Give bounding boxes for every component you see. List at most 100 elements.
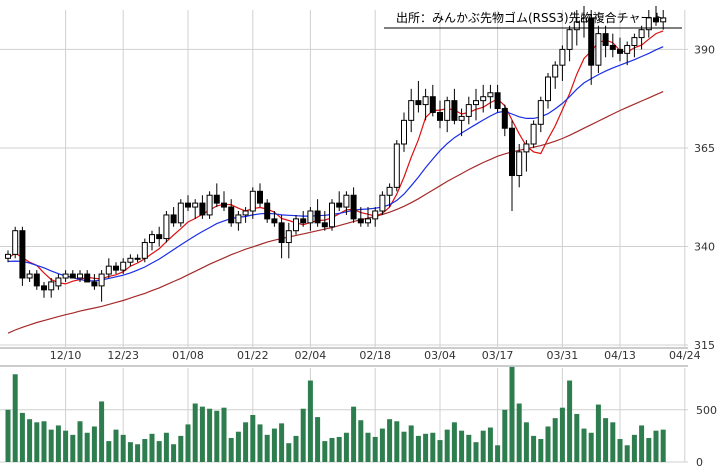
candle-body <box>307 210 314 224</box>
candle-body <box>617 48 623 54</box>
candle <box>365 207 371 227</box>
candle-body <box>465 104 472 117</box>
candle <box>429 84 436 117</box>
volume-bar <box>315 417 321 462</box>
candle-body <box>264 202 271 220</box>
candle <box>314 199 321 227</box>
volume-tick-label: 500 <box>696 404 717 417</box>
candle-body <box>33 273 40 287</box>
candle <box>451 88 458 125</box>
candle-body <box>379 194 386 212</box>
volume-bar <box>221 407 227 462</box>
volume-bar <box>27 419 33 462</box>
candle <box>602 25 609 58</box>
candle <box>343 191 350 215</box>
candle-body <box>566 29 573 50</box>
candle <box>480 84 487 113</box>
candle <box>393 140 400 192</box>
candle <box>163 211 170 243</box>
candle <box>631 33 638 58</box>
volume-bar <box>394 421 400 462</box>
volume-bar <box>70 434 76 462</box>
candle <box>545 73 551 109</box>
candle-body <box>91 281 98 287</box>
candle-body <box>480 96 487 102</box>
date-tick-label: 03/04 <box>424 349 456 362</box>
candle <box>581 6 587 38</box>
candle-body <box>494 92 501 110</box>
volume-bar <box>459 430 465 462</box>
candle <box>321 211 328 231</box>
candle-body <box>530 123 537 145</box>
volume-bar <box>149 433 155 462</box>
candle-body <box>105 265 112 275</box>
volume-bar <box>574 413 580 462</box>
candle <box>285 222 292 259</box>
candle-body <box>645 17 652 31</box>
candle-body <box>401 119 407 145</box>
candle-body <box>321 222 328 228</box>
volume-bar <box>41 421 47 462</box>
volume-bar <box>336 436 342 462</box>
candle <box>41 281 47 298</box>
volume-bar <box>264 434 270 462</box>
volume-bar <box>163 432 169 462</box>
volume-bar <box>192 403 198 462</box>
volume-bar <box>610 422 616 462</box>
volume-bar <box>523 422 529 462</box>
volume-bar <box>113 429 119 462</box>
candle-body <box>537 100 544 125</box>
volume-bar <box>653 430 659 462</box>
candle-body <box>501 108 508 129</box>
volume-bar <box>509 366 515 462</box>
volume-bar <box>480 430 486 462</box>
volume-bar <box>127 442 133 462</box>
candle <box>588 10 595 85</box>
candle-body <box>638 29 645 39</box>
candle <box>458 108 465 137</box>
candle-body <box>458 115 465 121</box>
candle-body <box>242 210 249 216</box>
candle <box>127 254 134 267</box>
candle-body <box>163 214 170 240</box>
candle-body <box>55 277 62 287</box>
candle-body <box>69 273 76 279</box>
candle <box>249 187 256 219</box>
volume-bar <box>185 424 191 462</box>
volume-bar <box>271 428 277 462</box>
candle <box>552 61 559 89</box>
candle-body <box>314 210 321 224</box>
date-tick-label: 04/24 <box>669 349 701 362</box>
volume-bar <box>84 432 90 462</box>
candle-body <box>581 17 587 23</box>
candle-body <box>444 100 451 121</box>
candle <box>386 183 393 208</box>
volume-bar <box>12 374 18 462</box>
candle-body <box>12 230 19 255</box>
candle <box>530 120 537 148</box>
price-tick-label: 390 <box>694 43 715 56</box>
moving-average-lines <box>7 30 664 334</box>
volume-bar <box>207 408 213 462</box>
volume-bar <box>502 409 508 462</box>
volume-bar <box>660 429 666 462</box>
candle-body <box>185 202 191 208</box>
candle-body <box>415 100 422 106</box>
candle-body <box>336 202 343 208</box>
candle-body <box>170 214 177 224</box>
candle-body <box>141 242 148 259</box>
candle <box>235 211 242 231</box>
volume-bar <box>63 430 69 462</box>
ma-mid-line <box>7 46 664 282</box>
volume-bar <box>55 425 61 462</box>
candle <box>422 88 429 121</box>
candle-body <box>300 218 307 224</box>
candle-body <box>329 202 335 228</box>
volume-bar <box>639 425 645 462</box>
candle <box>408 88 415 133</box>
candle <box>660 10 667 30</box>
volume-panel: 500 0 <box>0 365 717 467</box>
candle-body <box>624 44 631 54</box>
candle <box>264 199 271 223</box>
candle <box>192 199 199 219</box>
